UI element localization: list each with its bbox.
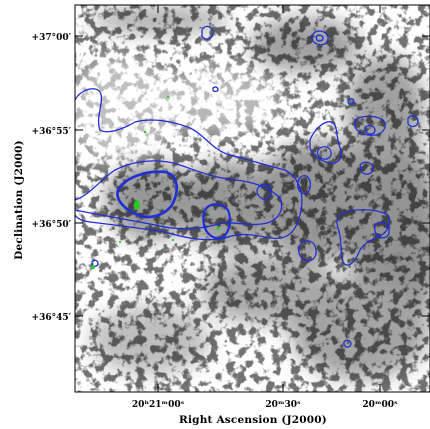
contour-mid	[75, 160, 283, 230]
y-tick-label: +36°50′	[32, 220, 72, 230]
plot-frame	[74, 4, 430, 393]
greyscale-image	[75, 5, 430, 392]
green-source	[143, 130, 147, 134]
y-axis-label: Declination (J2000)	[13, 140, 25, 260]
x-axis-label: Right Ascension (J2000)	[179, 414, 327, 426]
green-sources	[91, 95, 220, 269]
x-tick-label: 20ᵐ00ˢ	[362, 400, 398, 410]
green-source	[171, 238, 175, 242]
contour-bright-core	[116, 170, 179, 219]
y-tick-label: +37°00′	[32, 33, 72, 43]
contour-outer	[75, 88, 303, 241]
green-source	[118, 240, 122, 244]
x-tick-label: 20ʰ21ᵐ00ˢ	[132, 400, 185, 410]
green-source	[166, 95, 170, 99]
contour-overlay	[75, 25, 419, 348]
green-source	[91, 265, 95, 269]
axis-ticks	[75, 5, 430, 392]
y-tick-label: +36°55′	[32, 127, 72, 137]
green-source	[216, 226, 220, 230]
green-source	[207, 212, 209, 214]
y-tick-label: +36°45′	[32, 313, 72, 323]
contour-second-core	[202, 203, 232, 240]
x-tick-label: 20ᵐ30ˢ	[265, 400, 301, 410]
green-source	[134, 200, 140, 210]
